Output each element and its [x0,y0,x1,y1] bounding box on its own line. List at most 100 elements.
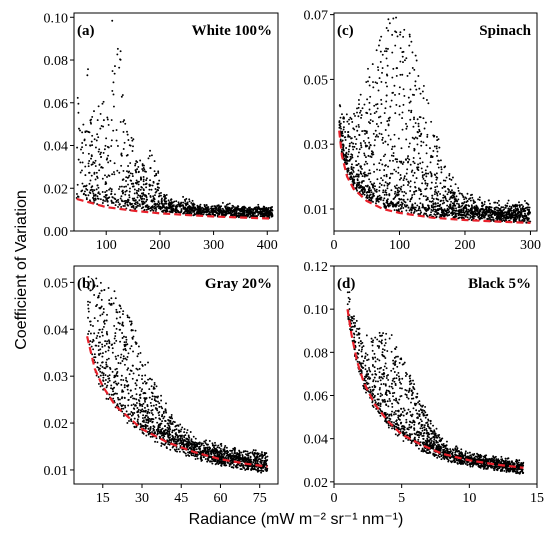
scatter-point [369,193,372,196]
scatter-point [97,353,100,356]
scatter-point [138,199,141,202]
scatter-point [108,393,111,396]
scatter-point [196,457,199,460]
scatter-point [183,198,186,201]
scatter-point [112,397,115,400]
scatter-point [155,174,158,177]
scatter-point [245,213,248,216]
scatter-point [393,84,396,87]
panel-title: Spinach [479,23,531,39]
scatter-point [426,182,429,185]
scatter-point [375,103,378,106]
scatter-point [405,57,408,60]
scatter-point [415,88,418,91]
scatter-point [441,202,444,205]
scatter-point [100,156,102,159]
scatter-point [151,184,154,187]
scatter-point [89,263,91,265]
scatter-point [149,195,152,197]
scatter-point [240,464,243,467]
scatter-point [452,212,455,215]
scatter-point [113,171,115,173]
scatter-point [127,413,130,416]
scatter-point [501,217,504,220]
scatter-point [457,189,460,192]
scatter-point [429,171,432,174]
scatter-point [485,208,488,211]
scatter-point [83,190,86,193]
scatter-point [102,374,105,377]
scatter-point [122,357,125,360]
scatter-point [380,98,383,101]
scatter-point [125,358,128,361]
scatter-point [140,198,143,201]
scatter-point [130,206,133,208]
scatter-point [515,213,518,216]
scatter-point [177,429,180,432]
scatter-point [349,155,352,158]
scatter-point [524,199,526,202]
scatter-point [417,75,420,77]
scatter-point [261,459,264,462]
scatter-point [402,206,405,209]
scatter-point [150,188,153,191]
scatter-point [408,101,411,104]
scatter-point [173,428,176,431]
scatter-point [483,200,486,203]
scatter-point [451,212,453,215]
scatter-point [413,137,416,140]
scatter-point [366,190,369,193]
scatter-point [395,184,398,187]
scatter-point [420,193,423,195]
scatter-point [493,208,496,211]
scatter-point [398,160,401,163]
scatter-point [400,185,403,188]
scatter-point [91,134,94,137]
scatter-point [214,463,217,466]
scatter-point [442,196,445,199]
scatter-point [437,166,440,169]
scatter-point [221,207,224,210]
scatter-point [195,448,198,451]
scatter-point [131,139,134,142]
scatter-point [406,157,409,160]
scatter-point [521,206,524,209]
scatter-point [184,452,187,455]
scatter-point [420,144,423,147]
scatter-point [436,205,439,207]
scatter-point [213,209,216,212]
scatter-point [175,434,178,437]
scatter-point [86,74,89,77]
scatter-point [363,191,366,193]
scatter-point [357,175,360,178]
scatter-point [89,192,92,195]
scatter-point [91,341,94,343]
scatter-point [134,207,137,210]
scatter-point [97,349,100,352]
scatter-point [145,196,148,199]
scatter-point [394,112,397,115]
scatter-point [361,167,363,170]
scatter-point [194,443,197,446]
scatter-point [375,190,378,193]
scatter-point [377,116,380,119]
scatter-point [161,434,164,437]
scatter-point [152,404,155,407]
scatter-point [204,458,207,460]
scatter-point [145,418,148,421]
scatter-point [405,192,407,195]
scatter-point [440,199,443,202]
scatter-point [367,121,370,123]
scatter-point [342,116,345,119]
scatter-point [108,340,111,343]
scatter-point [201,442,204,445]
scatter-point [424,212,427,215]
scatter-point [117,382,120,385]
scatter-point [342,145,345,148]
scatter-point [153,203,156,206]
scatter-point [415,177,418,180]
scatter-point [132,403,135,406]
scatter-point [130,345,133,348]
scatter-point [166,429,169,432]
scatter-point [143,168,146,171]
